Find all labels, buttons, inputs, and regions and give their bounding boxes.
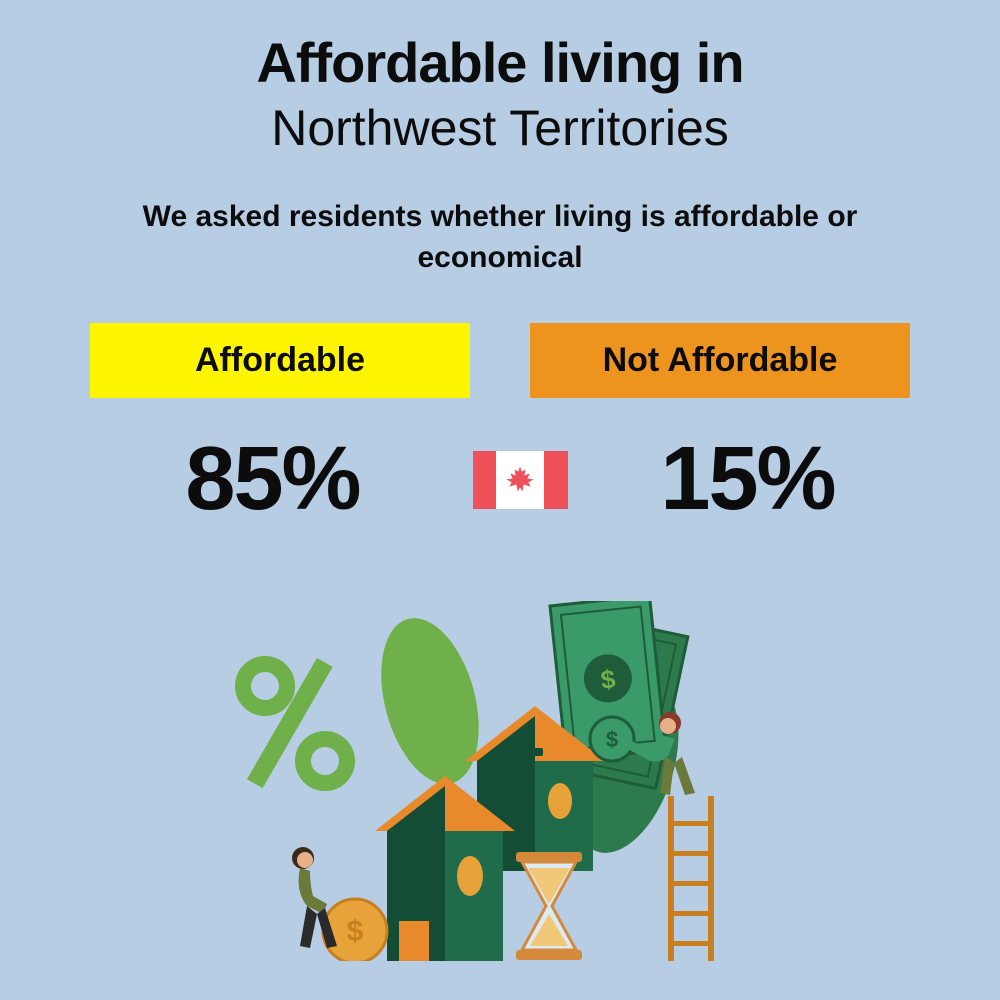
subtitle: We asked residents whether living is aff… [120, 197, 880, 278]
flag-left-bar [473, 451, 497, 509]
percent-sign-icon [243, 658, 347, 788]
title-block: Affordable living in Northwest Territori… [256, 30, 743, 157]
title-line2: Northwest Territories [256, 99, 743, 157]
badge-not-affordable: Not Affordable [530, 323, 910, 398]
svg-text:$: $ [347, 915, 364, 948]
flag-right-bar [544, 451, 568, 509]
percent-affordable: 85% [113, 428, 433, 531]
canada-flag-icon [473, 451, 568, 509]
maple-leaf-icon [505, 465, 535, 495]
percent-row: 85% 15% [0, 428, 1000, 531]
title-line1: Affordable living in [256, 30, 743, 95]
flag-center [496, 451, 544, 509]
badge-affordable: Affordable [90, 323, 470, 398]
badges-row: Affordable Not Affordable [0, 323, 1000, 398]
percent-not-affordable: 15% [608, 428, 888, 531]
svg-text:$: $ [606, 727, 618, 752]
savings-illustration: $ $ [220, 601, 780, 961]
